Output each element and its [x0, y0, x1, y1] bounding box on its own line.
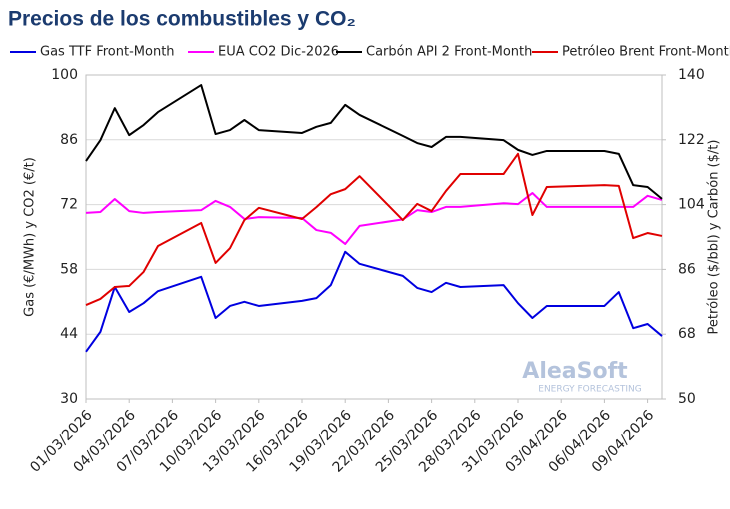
y2-tick-label: 50: [678, 391, 696, 407]
y2-tick-label: 140: [678, 67, 705, 83]
y-tick-label: 58: [60, 261, 78, 277]
y2-tick-label: 86: [678, 261, 696, 277]
legend-item: Gas TTF Front-Month: [10, 45, 175, 60]
y-tick-label: 72: [60, 197, 78, 213]
series-line: [85, 250, 663, 353]
y-axis-label: Gas (€/MWh) y CO2 (€/t): [23, 157, 38, 317]
y2-tick-label: 68: [678, 326, 696, 342]
plot-frame: [85, 74, 663, 400]
y-tick-label: 86: [60, 132, 78, 148]
series-line: [85, 84, 663, 200]
legend-label: Petróleo Brent Front-Month: [562, 45, 730, 60]
legend-item: Carbón API 2 Front-Month: [336, 45, 532, 60]
y2-tick-label: 122: [678, 132, 705, 148]
watermark-sub: ENERGY FORECASTING: [538, 385, 641, 395]
series-line: [85, 152, 663, 306]
chart-title: Precios de los combustibles y CO₂: [8, 8, 356, 31]
y-tick-label: 44: [60, 326, 78, 342]
legend-label: EUA CO2 Dic-2026: [218, 45, 339, 60]
y2-tick-label: 104: [678, 197, 705, 213]
y-tick-label: 100: [51, 67, 78, 83]
y-tick-label: 30: [60, 391, 78, 407]
legend-label: Carbón API 2 Front-Month: [366, 45, 532, 60]
y2-axis-label: Petróleo ($/bbl) y Carbón ($/t): [707, 140, 722, 335]
watermark: AleaSoft: [522, 359, 628, 384]
legend-label: Gas TTF Front-Month: [40, 45, 175, 60]
legend-item: EUA CO2 Dic-2026: [188, 45, 339, 60]
legend-item: Petróleo Brent Front-Month: [532, 45, 730, 60]
series-line: [85, 192, 663, 245]
